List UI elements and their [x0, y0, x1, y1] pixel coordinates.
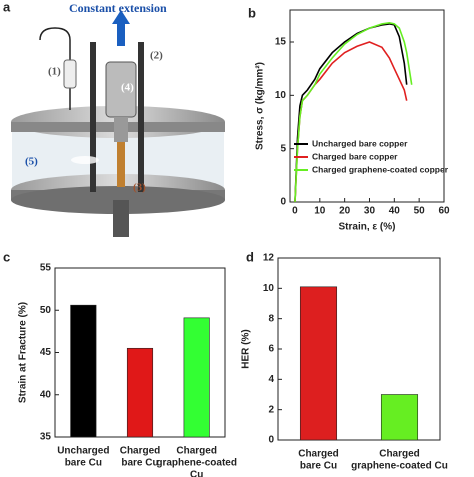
- bar: [70, 304, 97, 438]
- y-tick-label: 5: [280, 143, 286, 154]
- y-axis-label: Stress, σ (kg/mm²): [255, 62, 266, 150]
- bar: [380, 394, 419, 441]
- y-tick-label: 55: [40, 263, 52, 274]
- panel-label: d: [246, 249, 254, 264]
- callout: (4): [121, 82, 134, 94]
- y-tick-label: 6: [268, 344, 274, 355]
- x-tick-label: 50: [414, 206, 426, 217]
- callout: (1): [48, 66, 61, 78]
- bar: [183, 317, 210, 438]
- series-line: [294, 23, 408, 203]
- panel-label: b: [248, 5, 256, 20]
- schematic: a Constant extension (1) (2) (3) (4) (5): [0, 0, 237, 240]
- x-tick-label: Charged: [176, 446, 217, 457]
- bar: [299, 286, 338, 441]
- rod: [138, 42, 144, 192]
- bar: [126, 347, 154, 438]
- diagram-title: Constant extension: [69, 1, 167, 15]
- panel-label: a: [3, 0, 11, 14]
- y-tick-label: 8: [268, 313, 274, 324]
- x-tick-label: 40: [389, 206, 401, 217]
- y-axis-label: HER (%): [241, 329, 252, 368]
- x-tick-label: bare Cu: [300, 461, 337, 472]
- y-tick-label: 10: [275, 90, 287, 101]
- legend-label: Uncharged bare copper: [312, 138, 408, 148]
- x-tick-label: 10: [314, 206, 326, 217]
- x-tick-label: Cu: [190, 470, 203, 477]
- y-tick-label: 15: [275, 37, 287, 48]
- lower-grip: [113, 200, 129, 237]
- y-tick-label: 10: [263, 283, 275, 294]
- x-tick-label: bare Cu: [65, 458, 102, 469]
- callout: (2): [150, 50, 163, 62]
- x-axis-label: Strain, ε (%): [339, 222, 396, 233]
- legend-label: Charged graphene-coated copper: [312, 164, 449, 174]
- y-tick-label: 35: [40, 432, 52, 443]
- y-tick-label: 40: [40, 389, 52, 400]
- electrode: [63, 59, 77, 89]
- x-tick-label: Uncharged: [57, 446, 109, 457]
- y-tick-label: 2: [268, 404, 274, 415]
- y-tick-label: 0: [268, 435, 274, 446]
- cable: [39, 27, 71, 110]
- arrow: [112, 10, 130, 46]
- y-tick-label: 50: [40, 305, 52, 316]
- x-tick-label: 0: [292, 206, 298, 217]
- grip: [114, 117, 128, 142]
- callout: (5): [25, 156, 38, 168]
- plot-frame: [289, 9, 445, 203]
- legend-label: Charged bare copper: [312, 151, 398, 161]
- x-tick-label: 20: [339, 206, 351, 217]
- y-tick-label: 45: [40, 347, 52, 358]
- bubbles: [71, 156, 99, 164]
- x-tick-label: Charged: [298, 449, 339, 460]
- x-tick-label: Charged: [379, 449, 420, 460]
- series-line: [294, 21, 413, 203]
- y-tick-label: 0: [280, 197, 286, 208]
- y-axis-label: Strain at Fracture (%): [18, 302, 29, 403]
- series-line: [294, 41, 408, 203]
- y-tick-label: 12: [263, 253, 275, 264]
- x-tick-label: graphene-coated Cu: [351, 461, 448, 472]
- callout: (3): [133, 182, 146, 194]
- x-tick-label: 60: [438, 206, 450, 217]
- specimen: [117, 142, 125, 187]
- rod: [90, 42, 96, 192]
- y-tick-label: 4: [268, 374, 274, 385]
- x-tick-label: 30: [364, 206, 376, 217]
- panel-label: c: [3, 249, 10, 264]
- x-tick-label: bare Cu: [121, 458, 158, 469]
- x-tick-label: graphene-coated: [156, 458, 237, 469]
- x-tick-label: Charged: [120, 446, 161, 457]
